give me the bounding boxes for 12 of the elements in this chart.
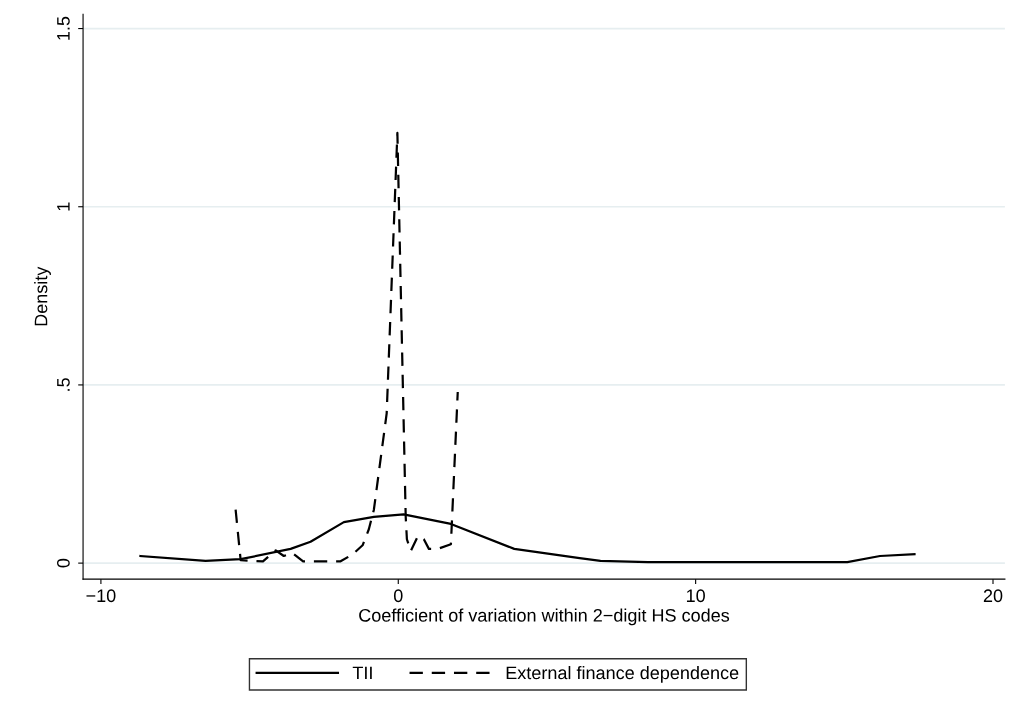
y-tick-label: 1: [57, 202, 70, 211]
y-tick-label: 1.5: [57, 16, 70, 40]
y-tick-label: 0: [56, 558, 70, 568]
x-tick-label: −10: [86, 589, 116, 603]
x-axis-title: Coefficient of variation within 2−digit HS codes: [359, 608, 730, 626]
x-tick-label: 20: [983, 589, 1003, 603]
x-tick-label: 10: [686, 589, 705, 603]
legend-label: TII: [352, 666, 372, 680]
y-tick-label: .5: [57, 378, 70, 391]
x-tick-label: 0: [393, 589, 403, 603]
y-axis-title: Density: [34, 266, 51, 326]
legend-label: External finance dependence: [506, 666, 739, 683]
